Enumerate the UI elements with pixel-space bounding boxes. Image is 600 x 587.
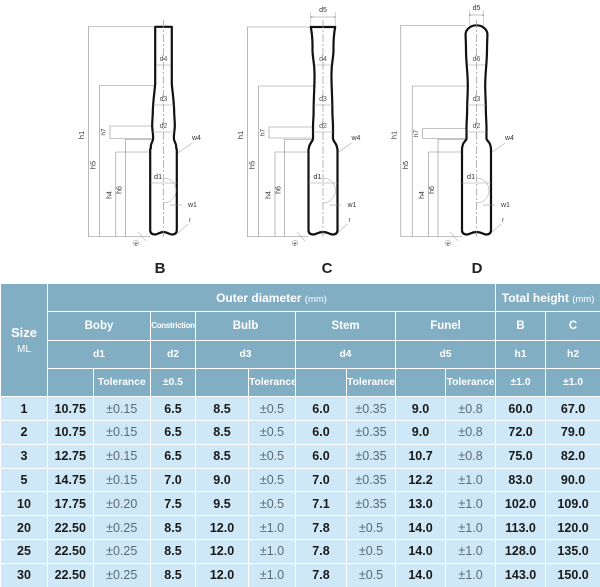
- svg-text:w1: w1: [347, 202, 357, 209]
- svg-text:e: e: [447, 241, 450, 247]
- svg-text:d1: d1: [313, 172, 321, 181]
- svg-text:r: r: [189, 217, 192, 224]
- svg-text:d1: d1: [154, 172, 162, 181]
- svg-text:h4: h4: [419, 191, 426, 199]
- svg-text:d3: d3: [160, 96, 168, 103]
- svg-text:r: r: [502, 217, 505, 224]
- svg-text:d2: d2: [473, 123, 481, 130]
- svg-text:d4: d4: [319, 56, 327, 63]
- svg-text:d5: d5: [473, 5, 481, 12]
- svg-text:e: e: [294, 241, 297, 247]
- svg-text:w1: w1: [187, 202, 197, 209]
- svg-text:h7: h7: [101, 128, 108, 136]
- svg-text:h7: h7: [413, 130, 420, 138]
- svg-text:h5: h5: [401, 161, 410, 169]
- svg-text:h1: h1: [236, 131, 245, 139]
- svg-text:e: e: [135, 241, 138, 247]
- svg-text:d5: d5: [319, 7, 327, 14]
- svg-text:w4: w4: [351, 135, 361, 142]
- svg-text:d2: d2: [160, 123, 168, 130]
- svg-text:h4: h4: [266, 191, 273, 199]
- svg-text:h6: h6: [429, 186, 436, 194]
- svg-text:h1: h1: [390, 131, 399, 139]
- svg-text:d1: d1: [467, 172, 475, 181]
- svg-text:w1: w1: [500, 202, 510, 209]
- svg-text:h6: h6: [275, 186, 282, 194]
- svg-text:d6: d6: [473, 56, 481, 63]
- svg-text:h1: h1: [77, 131, 86, 139]
- svg-text:w4: w4: [504, 135, 514, 142]
- svg-text:h4: h4: [107, 191, 114, 199]
- svg-text:d3: d3: [473, 96, 481, 103]
- svg-text:h7: h7: [260, 129, 267, 137]
- svg-text:r: r: [349, 217, 352, 224]
- svg-text:h5: h5: [248, 161, 257, 169]
- svg-text:w4: w4: [191, 135, 201, 142]
- svg-text:h5: h5: [89, 161, 98, 169]
- svg-text:d2: d2: [319, 123, 327, 130]
- svg-text:h6: h6: [116, 186, 123, 194]
- svg-text:d4: d4: [160, 56, 168, 63]
- svg-text:d3: d3: [319, 96, 327, 103]
